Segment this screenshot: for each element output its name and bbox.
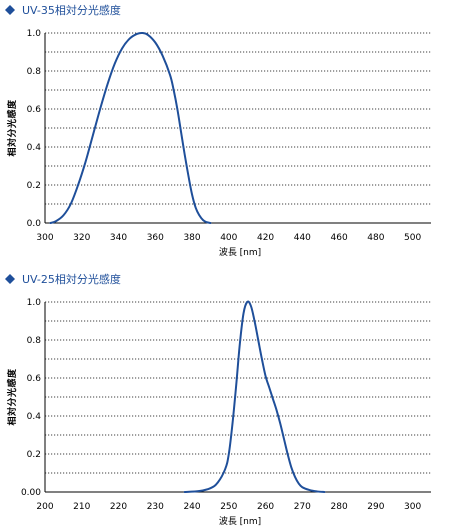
x-tick-label: 500 <box>404 233 421 243</box>
y-tick-label: 0.4 <box>27 412 42 422</box>
x-tick-label: 230 <box>147 502 164 512</box>
y-tick-label: 0.6 <box>27 105 42 115</box>
x-tick-label: 400 <box>220 233 237 243</box>
title-diamond-icon <box>5 274 15 284</box>
x-tick-label: 210 <box>73 502 90 512</box>
x-tick-label: 290 <box>367 502 384 512</box>
x-tick-label: 420 <box>257 233 274 243</box>
spectral-curve <box>183 300 326 493</box>
x-tick-label: 360 <box>147 233 164 243</box>
x-tick-label: 300 <box>36 233 53 243</box>
x-tick-label: 300 <box>404 502 421 512</box>
y-tick-label: 0.2 <box>27 450 41 460</box>
x-tick-label: 340 <box>110 233 127 243</box>
x-tick-label: 440 <box>294 233 311 243</box>
x-axis-label: 波長 [nm] <box>219 515 261 527</box>
chart-1: UV-35相対分光感度 0.0 0.2 0.4 0.6 0.8 1.0 300 320 340 36… <box>5 3 431 258</box>
y-tick-label: 1.0 <box>27 298 42 308</box>
y-axis-label: 相対分光感度 <box>6 368 18 426</box>
x-tick-label: 460 <box>331 233 348 243</box>
x-tick-label: 380 <box>183 233 200 243</box>
title-diamond-icon <box>5 5 15 15</box>
chart-2: UV-25相対分光感度 0.00 0.2 0.4 0.6 0.8 1.0 200 210 220 2… <box>5 272 431 527</box>
chart-title: UV-25相対分光感度 <box>22 272 121 286</box>
x-tick-label: 320 <box>73 233 90 243</box>
x-tick-label: 240 <box>183 502 200 512</box>
x-tick-label: 480 <box>367 233 384 243</box>
y-tick-label: 1.0 <box>27 29 42 39</box>
x-tick-label: 260 <box>257 502 274 512</box>
y-tick-label: 0.00 <box>21 488 41 498</box>
chart-title: UV-35相対分光感度 <box>22 3 121 17</box>
x-tick-label: 270 <box>294 502 311 512</box>
x-tick-label: 200 <box>36 502 53 512</box>
x-tick-label: 280 <box>331 502 348 512</box>
y-tick-label: 0.6 <box>27 374 42 384</box>
spectral-curve <box>49 31 212 224</box>
y-tick-label: 0.2 <box>27 181 41 191</box>
x-axis-label: 波長 [nm] <box>219 246 261 258</box>
x-tick-label: 220 <box>110 502 127 512</box>
y-tick-label: 0.4 <box>27 143 42 153</box>
y-axis-label: 相対分光感度 <box>6 99 18 157</box>
y-tick-label: 0.0 <box>27 219 42 229</box>
y-tick-label: 0.8 <box>27 336 42 346</box>
y-tick-label: 0.8 <box>27 67 42 77</box>
x-tick-label: 250 <box>220 502 237 512</box>
